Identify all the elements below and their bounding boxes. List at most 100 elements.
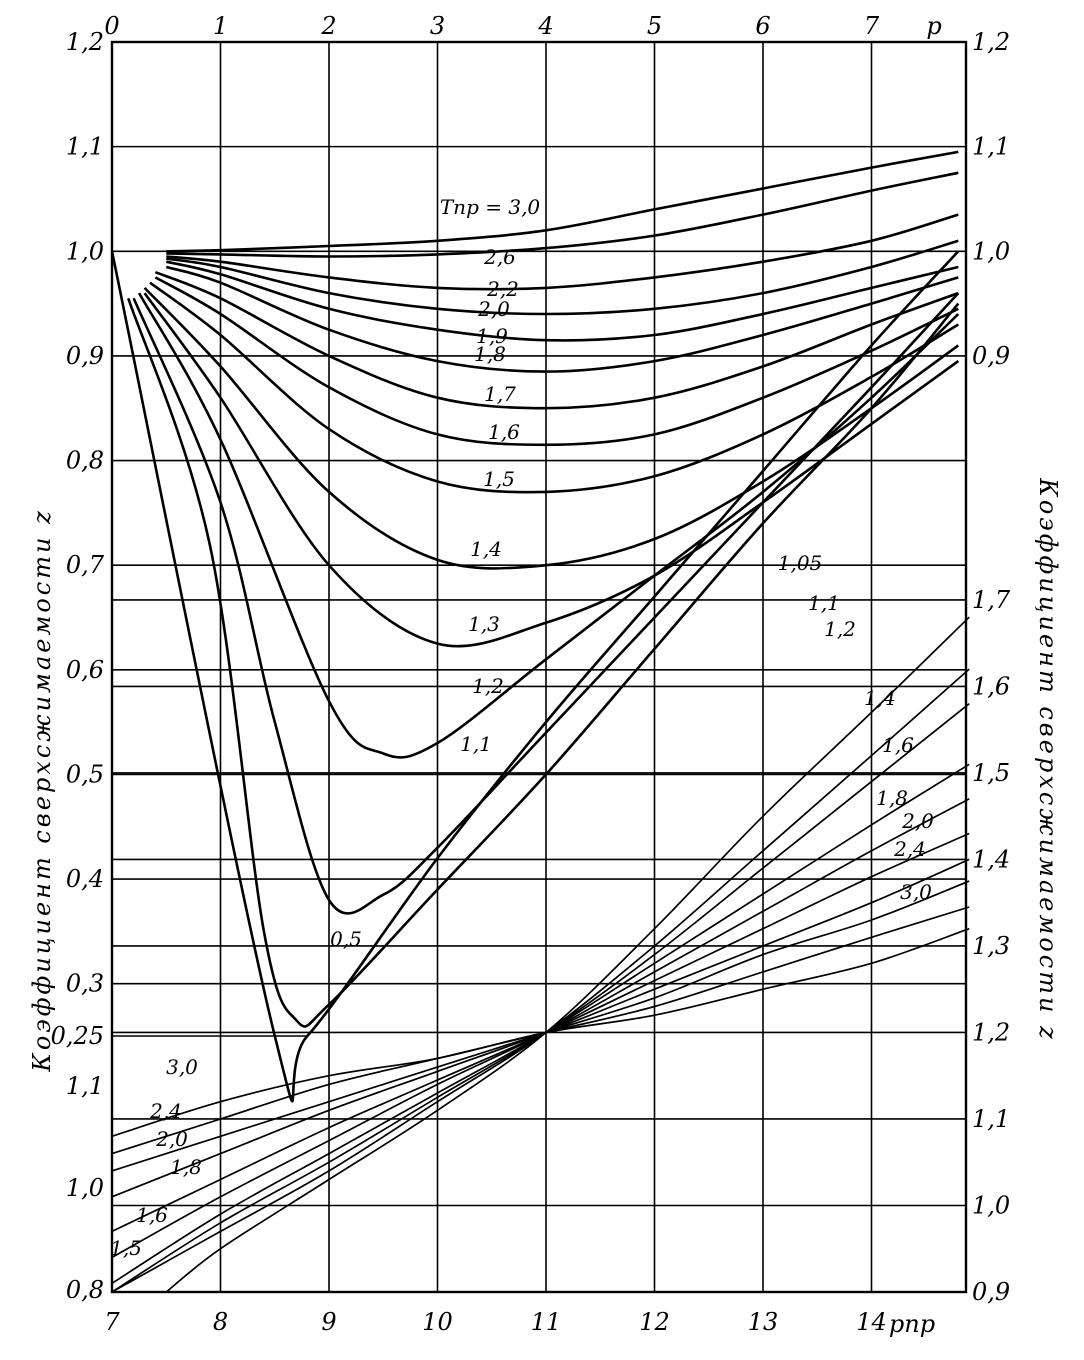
upper-curve-label: 1,4 [470, 537, 502, 561]
top-axis-name: p [926, 12, 941, 40]
top-tick-label: 7 [864, 12, 880, 40]
bottom-tick-label: 8 [213, 1308, 228, 1336]
upper-series-14 [110, 250, 960, 1103]
bottom-axis-name: pпр [889, 1310, 935, 1338]
lower-series-5 [111, 798, 970, 1259]
upper-left-tick-label: 1,0 [66, 237, 104, 265]
upper-series-1 [166, 171, 959, 258]
upper-curve-label: 1,2 [824, 617, 856, 641]
bottom-tick-label: 10 [422, 1308, 453, 1336]
lower-curve-label: 2,0 [901, 809, 934, 833]
lower-series-9 [165, 616, 970, 1293]
lower-right-tick-label: 0,9 [972, 1278, 1010, 1306]
upper-left-tick-label: 1,2 [66, 28, 104, 56]
left-axis-title: Коэффициент сверхсжимаемости z [28, 508, 56, 1072]
lower-curve-label: 2,4 [149, 1099, 182, 1123]
upper-curve-label: 1,1 [460, 732, 492, 756]
bottom-tick-label: 12 [639, 1308, 670, 1336]
lower-series-3 [111, 858, 970, 1198]
top-tick-label: 5 [647, 12, 662, 40]
upper-curve-label: 1,2 [472, 674, 504, 698]
bottom-tick-label: 14 [856, 1308, 887, 1336]
upper-right-tick-label: 0,9 [972, 342, 1010, 370]
lower-right-tick-label: 1,4 [972, 845, 1010, 873]
lower-curve-label: 1,4 [864, 686, 896, 710]
lower-curve-label: 3,0 [166, 1055, 198, 1079]
upper-right-tick-label: 1,2 [972, 28, 1010, 56]
top-tick-label: 2 [320, 12, 336, 40]
upper-curve-label: 2,2 [486, 277, 519, 301]
lower-curve-label: 1,6 [136, 1203, 168, 1227]
upper-curve-label: 1,3 [468, 612, 500, 636]
upper-series-13 [127, 297, 960, 1028]
upper-series-6 [154, 270, 959, 410]
upper-series-11 [137, 292, 960, 759]
upper-curve-label: Тпр = 3,0 [440, 195, 541, 219]
top-tick-label: 0 [104, 12, 119, 40]
upper-series-9 [143, 286, 960, 570]
lower-right-tick-label: 1,1 [972, 1105, 1010, 1133]
upper-right-tick-label: 1,1 [972, 133, 1010, 161]
upper-left-tick-label: 0,8 [66, 447, 104, 475]
lower-curve-label: 1,8 [170, 1155, 202, 1179]
upper-curve-label: 2,0 [477, 297, 510, 321]
upper-left-tick-label: 1,1 [66, 133, 104, 161]
bottom-tick-label: 11 [531, 1308, 562, 1336]
right-axis-title: Коэффициент сверхсжимаемости z [1034, 477, 1062, 1041]
lower-right-tick-label: 1,0 [972, 1191, 1010, 1219]
upper-right-tick-label: 1,0 [972, 237, 1010, 265]
grid [110, 40, 968, 1294]
upper-curve-label: 1,1 [808, 591, 840, 615]
lower-right-tick-label: 1,2 [972, 1018, 1010, 1046]
upper-curve-label: 1,5 [483, 467, 515, 491]
top-tick-label: 6 [755, 12, 770, 40]
upper-left-tick-label: 0,3 [66, 970, 104, 998]
curve-labels: Тпр = 3,02,62,22,01,91,81,71,61,51,41,31… [110, 195, 934, 1260]
upper-curve-label: 1,7 [484, 382, 516, 406]
upper-series-7 [154, 276, 959, 447]
lower-series-2 [111, 880, 970, 1172]
upper-curve-label: 1,6 [488, 420, 520, 444]
upper-left-tick-label: 0,25 [51, 1022, 104, 1050]
upper-series-2 [166, 213, 959, 291]
upper-left-tick-label: 0,5 [66, 760, 104, 788]
lower-curve-label: 2,0 [155, 1127, 188, 1151]
lower-series-7 [111, 703, 970, 1293]
lower-right-tick-label: 1,7 [972, 586, 1011, 614]
top-tick-label: 1 [213, 12, 228, 40]
upper-left-tick-label: 0,7 [66, 551, 105, 579]
bottom-tick-label: 7 [104, 1308, 120, 1336]
upper-left-tick-label: 0,9 [66, 342, 104, 370]
upper-series-0 [166, 150, 959, 253]
upper-curve-label: 1,9 [476, 324, 508, 348]
top-tick-label: 3 [430, 12, 445, 40]
lower-right-tick-label: 1,6 [972, 672, 1010, 700]
lower-right-tick-label: 1,5 [972, 759, 1010, 787]
tick-labels: 0 1 2 3 4 5 6 7 p7 8 9 10 11 12 13 14 pпр0,250,30,40,50,… [51, 12, 1011, 1338]
upper-series-5 [165, 265, 959, 373]
upper-series-4 [166, 260, 959, 342]
lower-left-tick-label: 1,0 [66, 1174, 104, 1202]
upper-curve-label: 2,6 [483, 245, 516, 269]
upper-curve-label: 0,5 [330, 927, 362, 951]
lower-right-tick-label: 1,3 [972, 932, 1010, 960]
bottom-tick-label: 13 [748, 1308, 779, 1336]
lower-curve-label: 1,5 [110, 1236, 142, 1260]
curves [110, 150, 970, 1293]
upper-left-tick-label: 0,6 [66, 656, 104, 684]
lower-series-1 [111, 906, 970, 1155]
lower-left-tick-label: 0,8 [66, 1276, 104, 1304]
plot-frame [110, 40, 968, 1294]
upper-series-8 [149, 281, 959, 494]
upper-curve-label: 1,8 [474, 342, 506, 366]
upper-left-tick-label: 0,4 [66, 865, 104, 893]
lower-curve-label: 1,8 [876, 786, 908, 810]
top-tick-label: 4 [537, 12, 553, 40]
bottom-tick-label: 9 [321, 1308, 336, 1336]
lower-curve-label: 1,6 [882, 733, 914, 757]
lower-curve-label: 2,4 [893, 837, 926, 861]
upper-curve-label: 1,05 [778, 551, 823, 575]
lower-curve-label: 3,0 [900, 880, 932, 904]
upper-series-12 [132, 292, 960, 915]
